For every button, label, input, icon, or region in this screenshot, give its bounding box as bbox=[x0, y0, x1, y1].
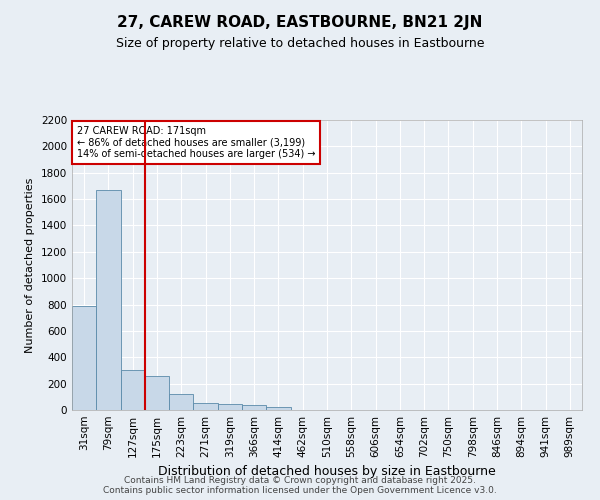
Bar bbox=[218, 404, 242, 410]
Bar bbox=[145, 376, 169, 410]
Text: 27 CAREW ROAD: 171sqm
← 86% of detached houses are smaller (3,199)
14% of semi-d: 27 CAREW ROAD: 171sqm ← 86% of detached … bbox=[77, 126, 316, 159]
Text: Size of property relative to detached houses in Eastbourne: Size of property relative to detached ho… bbox=[116, 38, 484, 51]
X-axis label: Distribution of detached houses by size in Eastbourne: Distribution of detached houses by size … bbox=[158, 466, 496, 478]
Bar bbox=[266, 406, 290, 410]
Text: 27, CAREW ROAD, EASTBOURNE, BN21 2JN: 27, CAREW ROAD, EASTBOURNE, BN21 2JN bbox=[118, 15, 482, 30]
Bar bbox=[193, 404, 218, 410]
Text: Contains HM Land Registry data © Crown copyright and database right 2025.
Contai: Contains HM Land Registry data © Crown c… bbox=[103, 476, 497, 495]
Y-axis label: Number of detached properties: Number of detached properties bbox=[25, 178, 35, 352]
Bar bbox=[96, 190, 121, 410]
Bar bbox=[72, 306, 96, 410]
Bar bbox=[169, 394, 193, 410]
Bar bbox=[242, 406, 266, 410]
Bar bbox=[121, 370, 145, 410]
